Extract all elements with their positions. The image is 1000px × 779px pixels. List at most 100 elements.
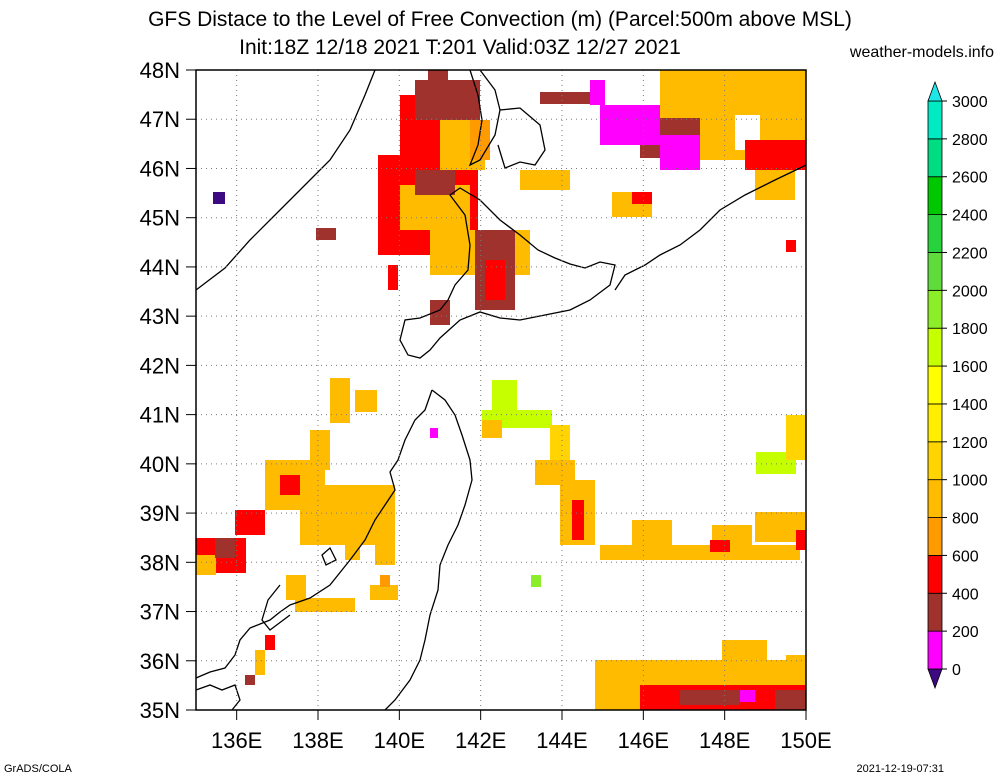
lat-label: 46N — [140, 156, 180, 181]
colorbar-label: 2400 — [952, 208, 988, 225]
colorbar-swatch — [927, 555, 943, 594]
colorbar-swatch — [927, 403, 943, 443]
lfc-shading — [196, 70, 806, 710]
colorbar-label: 1000 — [952, 473, 988, 490]
lat-label: 37N — [140, 600, 180, 625]
sakhalin-coast — [468, 69, 546, 169]
field-cell — [786, 240, 796, 252]
field-cell — [710, 540, 730, 552]
field-cell — [722, 640, 767, 670]
field-cell — [196, 555, 216, 575]
field-cell — [740, 690, 755, 702]
field-cell — [632, 520, 672, 550]
colorbar-swatch — [927, 176, 943, 216]
field-cell — [775, 690, 805, 710]
field-cell — [660, 135, 700, 170]
field-cell — [430, 428, 438, 438]
lat-label: 43N — [140, 304, 180, 329]
lat-label: 42N — [140, 353, 180, 378]
field-cell — [531, 575, 541, 587]
field-cell — [600, 545, 800, 560]
colorbar-label: 400 — [952, 586, 979, 603]
colorbar-label: 2800 — [952, 132, 988, 149]
colorbar-swatch — [927, 365, 943, 405]
field-cell — [316, 228, 336, 240]
lat-label: 45N — [140, 206, 180, 231]
colorbar-label: 2200 — [952, 245, 988, 262]
map-title: GFS Distace to the Level of Free Convect… — [148, 8, 852, 31]
field-cell — [255, 650, 265, 675]
colorbar-high-arrow — [927, 80, 943, 102]
field-cell — [265, 635, 275, 650]
colorbar-label: 1400 — [952, 397, 988, 414]
lat-label: 39N — [140, 501, 180, 526]
lon-label: 140E — [374, 728, 425, 753]
field-cell — [572, 500, 584, 540]
field-cell — [680, 690, 740, 705]
field-cell — [345, 540, 360, 560]
field-cell — [280, 475, 300, 495]
field-cell — [213, 192, 225, 204]
field-cell — [355, 390, 377, 412]
colorbar-label: 2000 — [952, 283, 988, 300]
field-cell — [245, 675, 255, 685]
field-cell — [590, 80, 605, 105]
colorbar-swatch — [927, 479, 943, 518]
lon-label: 150E — [780, 728, 831, 753]
kuril-coast — [614, 164, 807, 291]
render-timestamp: 2021-12-19-07:31 — [856, 763, 944, 775]
lon-label: 144E — [536, 728, 587, 753]
field-cell — [540, 92, 600, 104]
colorbar-swatch — [927, 138, 943, 178]
colorbar-swatch — [927, 214, 943, 253]
field-cell — [235, 510, 265, 535]
colorbar-label: 2600 — [952, 170, 988, 187]
field-cell — [745, 140, 806, 170]
colorbar-swatch — [927, 592, 943, 632]
colorbar-swatch — [927, 517, 943, 556]
lon-label: 148E — [699, 728, 750, 753]
lon-label: 146E — [618, 728, 669, 753]
noto-coast — [261, 584, 291, 631]
mainland-coast — [195, 69, 376, 291]
field-cell — [330, 378, 350, 423]
field-cell — [520, 170, 570, 190]
colorbar: 0 200 400 600 800 1000 1200 1400 1600 1800 2000 220… — [927, 80, 988, 690]
lon-label: 136E — [211, 728, 262, 753]
colorbar-swatch — [927, 289, 943, 329]
lon-label: 142E — [455, 728, 506, 753]
lat-label: 44N — [140, 255, 180, 280]
colorbar-swatch — [927, 327, 943, 367]
grads-credit: GrADS/COLA — [4, 763, 72, 775]
field-cell — [415, 80, 480, 120]
lat-label: 38N — [140, 550, 180, 575]
field-cell — [796, 530, 806, 550]
lat-label: 47N — [140, 107, 180, 132]
field-cell — [300, 485, 395, 545]
field-cell — [415, 170, 455, 195]
coastlines — [195, 69, 807, 711]
colorbar-label: 1200 — [952, 435, 988, 452]
longitude-labels: 136E 138E 140E 142E 144E 146E 148E 150E — [211, 710, 832, 753]
kyushu-coast — [195, 684, 241, 711]
field-cell — [786, 655, 806, 685]
field-cell — [755, 170, 795, 200]
lat-label: 48N — [140, 58, 180, 83]
field-cell — [430, 300, 450, 325]
field-cell — [380, 575, 390, 587]
sado-coast — [321, 546, 337, 566]
field-cell — [295, 598, 355, 612]
field-cell — [388, 265, 398, 290]
colorbar-low-arrow — [927, 668, 943, 690]
honshu-coast — [195, 389, 473, 711]
site-credit: weather-models.info — [849, 44, 994, 61]
field-cell — [428, 70, 448, 82]
hokkaido-coast — [399, 187, 616, 359]
field-cell — [600, 105, 660, 145]
map-frame — [195, 69, 807, 711]
colorbar-label: 200 — [952, 624, 979, 641]
field-cell — [286, 575, 306, 600]
colorbar-swatch — [927, 252, 943, 291]
map-subtitle: Init:18Z 12/18 2021 T:201 Valid:03Z 12/2… — [239, 36, 681, 59]
